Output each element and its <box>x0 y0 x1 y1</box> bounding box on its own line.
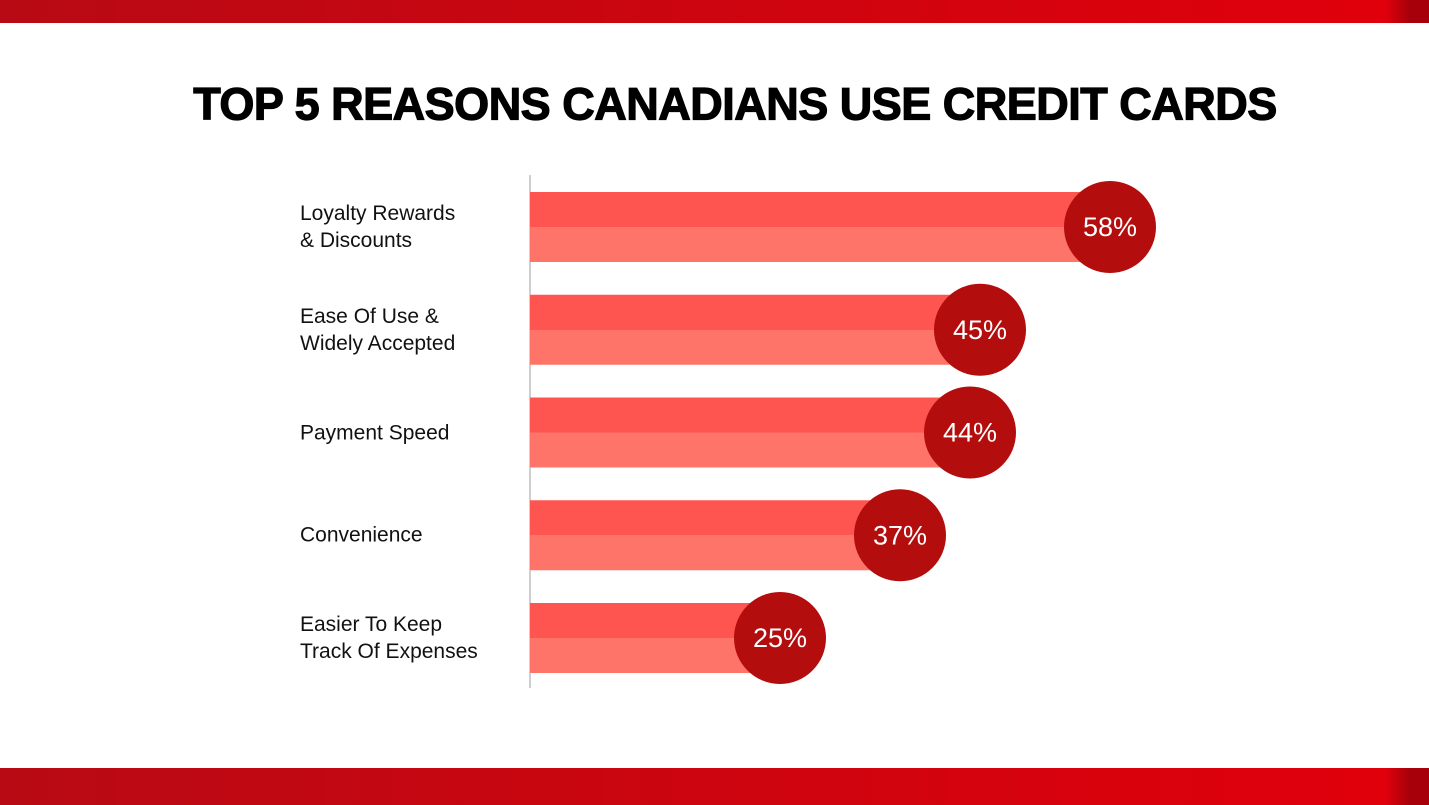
bar <box>530 500 900 571</box>
bar <box>530 192 1110 262</box>
value-badge <box>924 386 1016 479</box>
value-badge <box>734 592 826 684</box>
chart-title: TOP 5 REASONS CANADIANS USE CREDIT CARDS <box>193 79 1277 130</box>
bottom-band <box>0 768 1429 805</box>
value-badge <box>934 283 1026 376</box>
value-badge <box>1064 181 1156 273</box>
value-badge <box>854 489 946 582</box>
value-label: 25% <box>753 623 807 653</box>
value-label: 37% <box>873 520 927 550</box>
category-label: Loyalty Rewards & Discounts <box>300 202 456 252</box>
value-label: 45% <box>953 315 1007 345</box>
category-label: Convenience <box>300 523 423 547</box>
bar <box>530 397 970 468</box>
top-band <box>0 0 1429 23</box>
bar <box>530 294 980 365</box>
value-label: 44% <box>943 418 997 448</box>
category-label: Easier To Keep Track Of Expenses <box>300 613 478 663</box>
category-label: Ease Of Use & Widely Accepted <box>300 304 456 355</box>
category-label: Payment Speed <box>300 421 450 444</box>
value-label: 58% <box>1083 212 1137 242</box>
